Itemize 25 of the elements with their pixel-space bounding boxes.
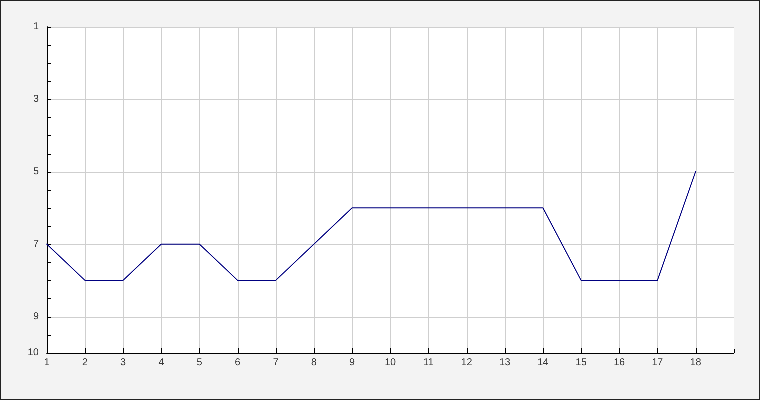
y-tick-label: 10	[28, 348, 40, 358]
x-tick-label: 4	[158, 358, 165, 368]
x-tick-label: 8	[311, 358, 318, 368]
x-tick-label: 17	[652, 358, 664, 368]
x-tick-label: 2	[82, 358, 88, 368]
x-tick-label: 3	[120, 358, 127, 368]
x-tick-label: 15	[576, 358, 588, 368]
x-tick-label: 6	[235, 358, 242, 368]
x-tick-label: 9	[350, 358, 356, 368]
x-tick-label: 14	[538, 358, 550, 368]
x-tick-label: 5	[196, 358, 203, 368]
y-tick-label: 3	[33, 94, 40, 105]
y-tick-label: 7	[33, 238, 40, 250]
y-tick-label: 9	[33, 311, 40, 322]
x-tick-label: 12	[461, 358, 473, 368]
x-tick-label: 7	[273, 358, 280, 368]
x-tick-label: 11	[423, 358, 434, 368]
x-tick-label: 16	[614, 358, 626, 368]
x-tick-label: 13	[499, 358, 511, 368]
x-tick-label: 1	[44, 358, 50, 368]
y-tick-label: 5	[33, 166, 40, 178]
x-tick-label: 18	[690, 358, 702, 368]
x-tick-label: 10	[384, 358, 396, 368]
y-tick-label: 1	[33, 22, 40, 32]
line-series	[46, 171, 696, 282]
